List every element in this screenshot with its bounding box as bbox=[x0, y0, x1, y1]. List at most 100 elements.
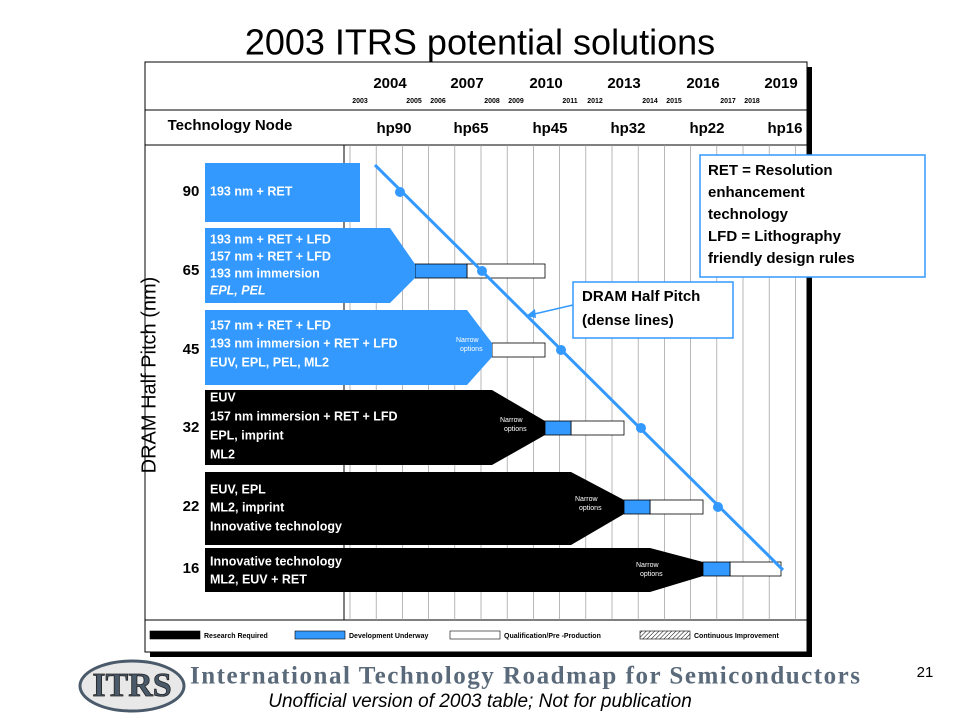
node: hp45 bbox=[532, 120, 567, 137]
narrow-options: Narrow bbox=[456, 337, 480, 344]
minor-year: 2014 bbox=[642, 98, 658, 105]
legend-label: Development Underway bbox=[349, 633, 428, 640]
disclaimer: Unofficial version of 2003 table; Not fo… bbox=[268, 691, 692, 712]
page-number: 21 bbox=[917, 664, 934, 681]
minor-year: 2015 bbox=[666, 98, 682, 105]
minor-year: 2005 bbox=[406, 98, 422, 105]
white-box bbox=[649, 499, 704, 515]
legend-swatch bbox=[149, 630, 201, 640]
trend-dot bbox=[713, 502, 723, 512]
major-year: 2010 bbox=[529, 75, 562, 92]
node-label: Technology Node bbox=[168, 117, 293, 134]
half-pitch: 22 bbox=[183, 498, 200, 515]
node: hp22 bbox=[689, 120, 724, 137]
minor-year: 2006 bbox=[430, 98, 446, 105]
banner: International Technology Roadmap for Sem… bbox=[190, 663, 860, 690]
legend-label: Qualification/Pre -Production bbox=[504, 633, 601, 640]
logo-oval bbox=[78, 659, 186, 713]
narrow-options: Narrow bbox=[575, 496, 599, 503]
narrow-options: options bbox=[504, 426, 527, 433]
narrow-options: options bbox=[640, 571, 663, 578]
major-year: 2016 bbox=[686, 75, 719, 92]
definitions-box bbox=[699, 154, 926, 278]
half-pitch: 90 bbox=[183, 183, 200, 200]
development-box bbox=[414, 263, 468, 279]
legend-swatch bbox=[639, 630, 691, 640]
narrow-options: Narrow bbox=[636, 562, 660, 569]
minor-year: 2011 bbox=[562, 98, 577, 105]
band-text: Innovative technology bbox=[210, 554, 342, 568]
legend-label: Continuous Improvement bbox=[694, 633, 779, 640]
white-box bbox=[491, 342, 546, 358]
legend-swatch bbox=[294, 630, 346, 640]
band bbox=[205, 472, 624, 545]
major-year: 2013 bbox=[607, 75, 640, 92]
band-text: EUV bbox=[210, 390, 236, 404]
trend-dot bbox=[556, 345, 566, 355]
minor-year: 2018 bbox=[744, 98, 760, 105]
node: hp65 bbox=[453, 120, 488, 137]
legend-label: Research Required bbox=[204, 633, 268, 640]
development-box bbox=[544, 420, 572, 436]
dram-callout-box bbox=[572, 281, 734, 339]
band bbox=[205, 390, 545, 465]
title: 2003 ITRS potential solutions bbox=[245, 22, 715, 63]
development-box bbox=[623, 499, 651, 515]
white-box bbox=[729, 561, 782, 577]
major-year: 2004 bbox=[373, 75, 407, 92]
band-text: 157 nm + RET + LFD bbox=[210, 249, 331, 263]
band bbox=[205, 163, 360, 222]
major-year: 2019 bbox=[764, 75, 797, 92]
narrow-options: options bbox=[579, 505, 602, 512]
band-text: ML2 bbox=[210, 447, 235, 461]
band-text: 193 nm immersion + RET + LFD bbox=[210, 336, 398, 350]
band-text: ML2, EUV + RET bbox=[210, 572, 307, 586]
node: hp16 bbox=[767, 120, 802, 137]
narrow-options: options bbox=[460, 346, 483, 353]
definition: technology bbox=[708, 206, 789, 223]
half-pitch: 45 bbox=[183, 341, 200, 358]
trend-dot bbox=[636, 423, 646, 433]
node: hp90 bbox=[376, 120, 411, 137]
minor-year: 2017 bbox=[720, 98, 736, 105]
narrow-options: Narrow bbox=[500, 417, 524, 424]
band-text: Innovative technology bbox=[210, 519, 342, 533]
band-text: 193 nm + RET bbox=[210, 184, 293, 198]
band bbox=[205, 228, 415, 303]
trend-dot bbox=[477, 266, 487, 276]
trend-dot bbox=[395, 187, 405, 197]
band-text: EUV, EPL, PEL, ML2 bbox=[210, 355, 329, 369]
dram-trend-line bbox=[373, 163, 785, 572]
major-year: 2007 bbox=[450, 75, 483, 92]
band-text: ML2, imprint bbox=[210, 500, 285, 514]
logo: ITRS bbox=[92, 667, 171, 704]
minor-year: 2003 bbox=[352, 98, 368, 105]
definition: enhancement bbox=[708, 184, 805, 201]
band-text: EPL, PEL bbox=[210, 283, 266, 297]
minor-year: 2008 bbox=[484, 98, 500, 105]
definition: LFD = Lithography bbox=[708, 228, 842, 245]
band-text: 157 nm immersion + RET + LFD bbox=[210, 409, 398, 423]
legend-swatch bbox=[449, 630, 501, 640]
development-box bbox=[702, 561, 731, 577]
band-text: 193 nm + RET + LFD bbox=[210, 232, 331, 246]
white-box bbox=[570, 420, 625, 436]
node: hp32 bbox=[610, 120, 645, 137]
half-pitch: 16 bbox=[183, 560, 200, 577]
band-text: EPL, imprint bbox=[210, 428, 284, 442]
minor-year: 2012 bbox=[587, 98, 603, 105]
band-text: EUV, EPL bbox=[210, 482, 266, 496]
callout-arrowhead bbox=[526, 309, 536, 318]
callout-arrow bbox=[529, 304, 574, 316]
definition: RET = Resolution bbox=[708, 162, 833, 179]
band bbox=[205, 310, 492, 385]
dram-callout: DRAM Half Pitch bbox=[582, 288, 700, 305]
y-axis-label: DRAM Half Pitch (nm) bbox=[138, 277, 160, 474]
band-text: 157 nm + RET + LFD bbox=[210, 318, 331, 332]
band-text: 193 nm immersion bbox=[210, 266, 320, 280]
definition: friendly design rules bbox=[708, 250, 855, 267]
half-pitch: 65 bbox=[183, 262, 200, 279]
half-pitch: 32 bbox=[183, 419, 200, 436]
minor-year: 2009 bbox=[508, 98, 524, 105]
